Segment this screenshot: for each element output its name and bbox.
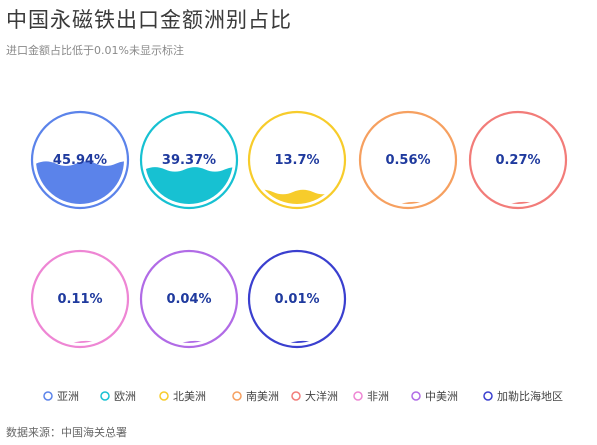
legend-marker [100, 391, 110, 401]
legend-item-3[interactable]: 北美洲 [159, 390, 206, 403]
bubble-value-label: 0.27% [495, 153, 540, 168]
legend-label: 南美洲 [246, 390, 279, 403]
legend-marker [483, 391, 493, 401]
bubble-ring [30, 249, 130, 349]
bubble-value-label: 0.04% [166, 292, 211, 307]
bubble-value-label: 0.01% [274, 292, 319, 307]
chart-title: 中国永磁铁出口金额洲别占比 [6, 8, 292, 32]
bubble-value-label: 13.7% [274, 153, 319, 168]
bubble-value-label: 0.11% [57, 292, 102, 307]
bubble-ring [30, 110, 130, 210]
bubble-value-label: 45.94% [53, 153, 107, 168]
bubble-ring [358, 110, 458, 210]
bubble-ring [139, 249, 239, 349]
legend-label: 非洲 [367, 390, 389, 403]
legend-item-4[interactable]: 南美洲 [232, 390, 279, 403]
legend-marker [232, 391, 242, 401]
legend-label: 亚洲 [57, 390, 79, 403]
legend-label: 加勒比海地区 [497, 389, 563, 403]
legend-label: 大洋洲 [305, 389, 338, 403]
bubble-value-label: 0.56% [385, 153, 430, 168]
bubble-4[interactable]: 0.56% [324, 110, 524, 210]
bubble-8[interactable]: 0.01% [213, 249, 413, 349]
legend-marker [353, 391, 363, 401]
legend-label: 中美洲 [425, 390, 458, 403]
data-source-note: 数据来源：中国海关总署 [6, 426, 127, 439]
legend-marker [159, 391, 169, 401]
legend-label: 北美洲 [173, 390, 206, 403]
legend-marker [291, 391, 301, 401]
legend-item-7[interactable]: 中美洲 [411, 390, 458, 403]
legend-label: 欧洲 [114, 390, 136, 403]
chart-subtitle: 进口金额占比低于0.01%未显示标注 [6, 44, 184, 57]
bubble-ring [247, 249, 347, 349]
bubble-ring [247, 110, 347, 210]
bubble-5[interactable]: 0.27% [434, 110, 597, 210]
bubble-ring [139, 110, 239, 210]
bubble-ring [468, 110, 568, 210]
legend-item-6[interactable]: 非洲 [353, 390, 389, 403]
bubble-3[interactable]: 13.7% [213, 110, 413, 210]
legend-item-8[interactable]: 加勒比海地区 [483, 389, 563, 403]
bubble-value-label: 39.37% [162, 153, 216, 168]
legend-item-1[interactable]: 亚洲 [43, 390, 79, 403]
legend-marker [43, 391, 53, 401]
legend-marker [411, 391, 421, 401]
legend-item-5[interactable]: 大洋洲 [291, 389, 338, 403]
legend-item-2[interactable]: 欧洲 [100, 390, 136, 403]
